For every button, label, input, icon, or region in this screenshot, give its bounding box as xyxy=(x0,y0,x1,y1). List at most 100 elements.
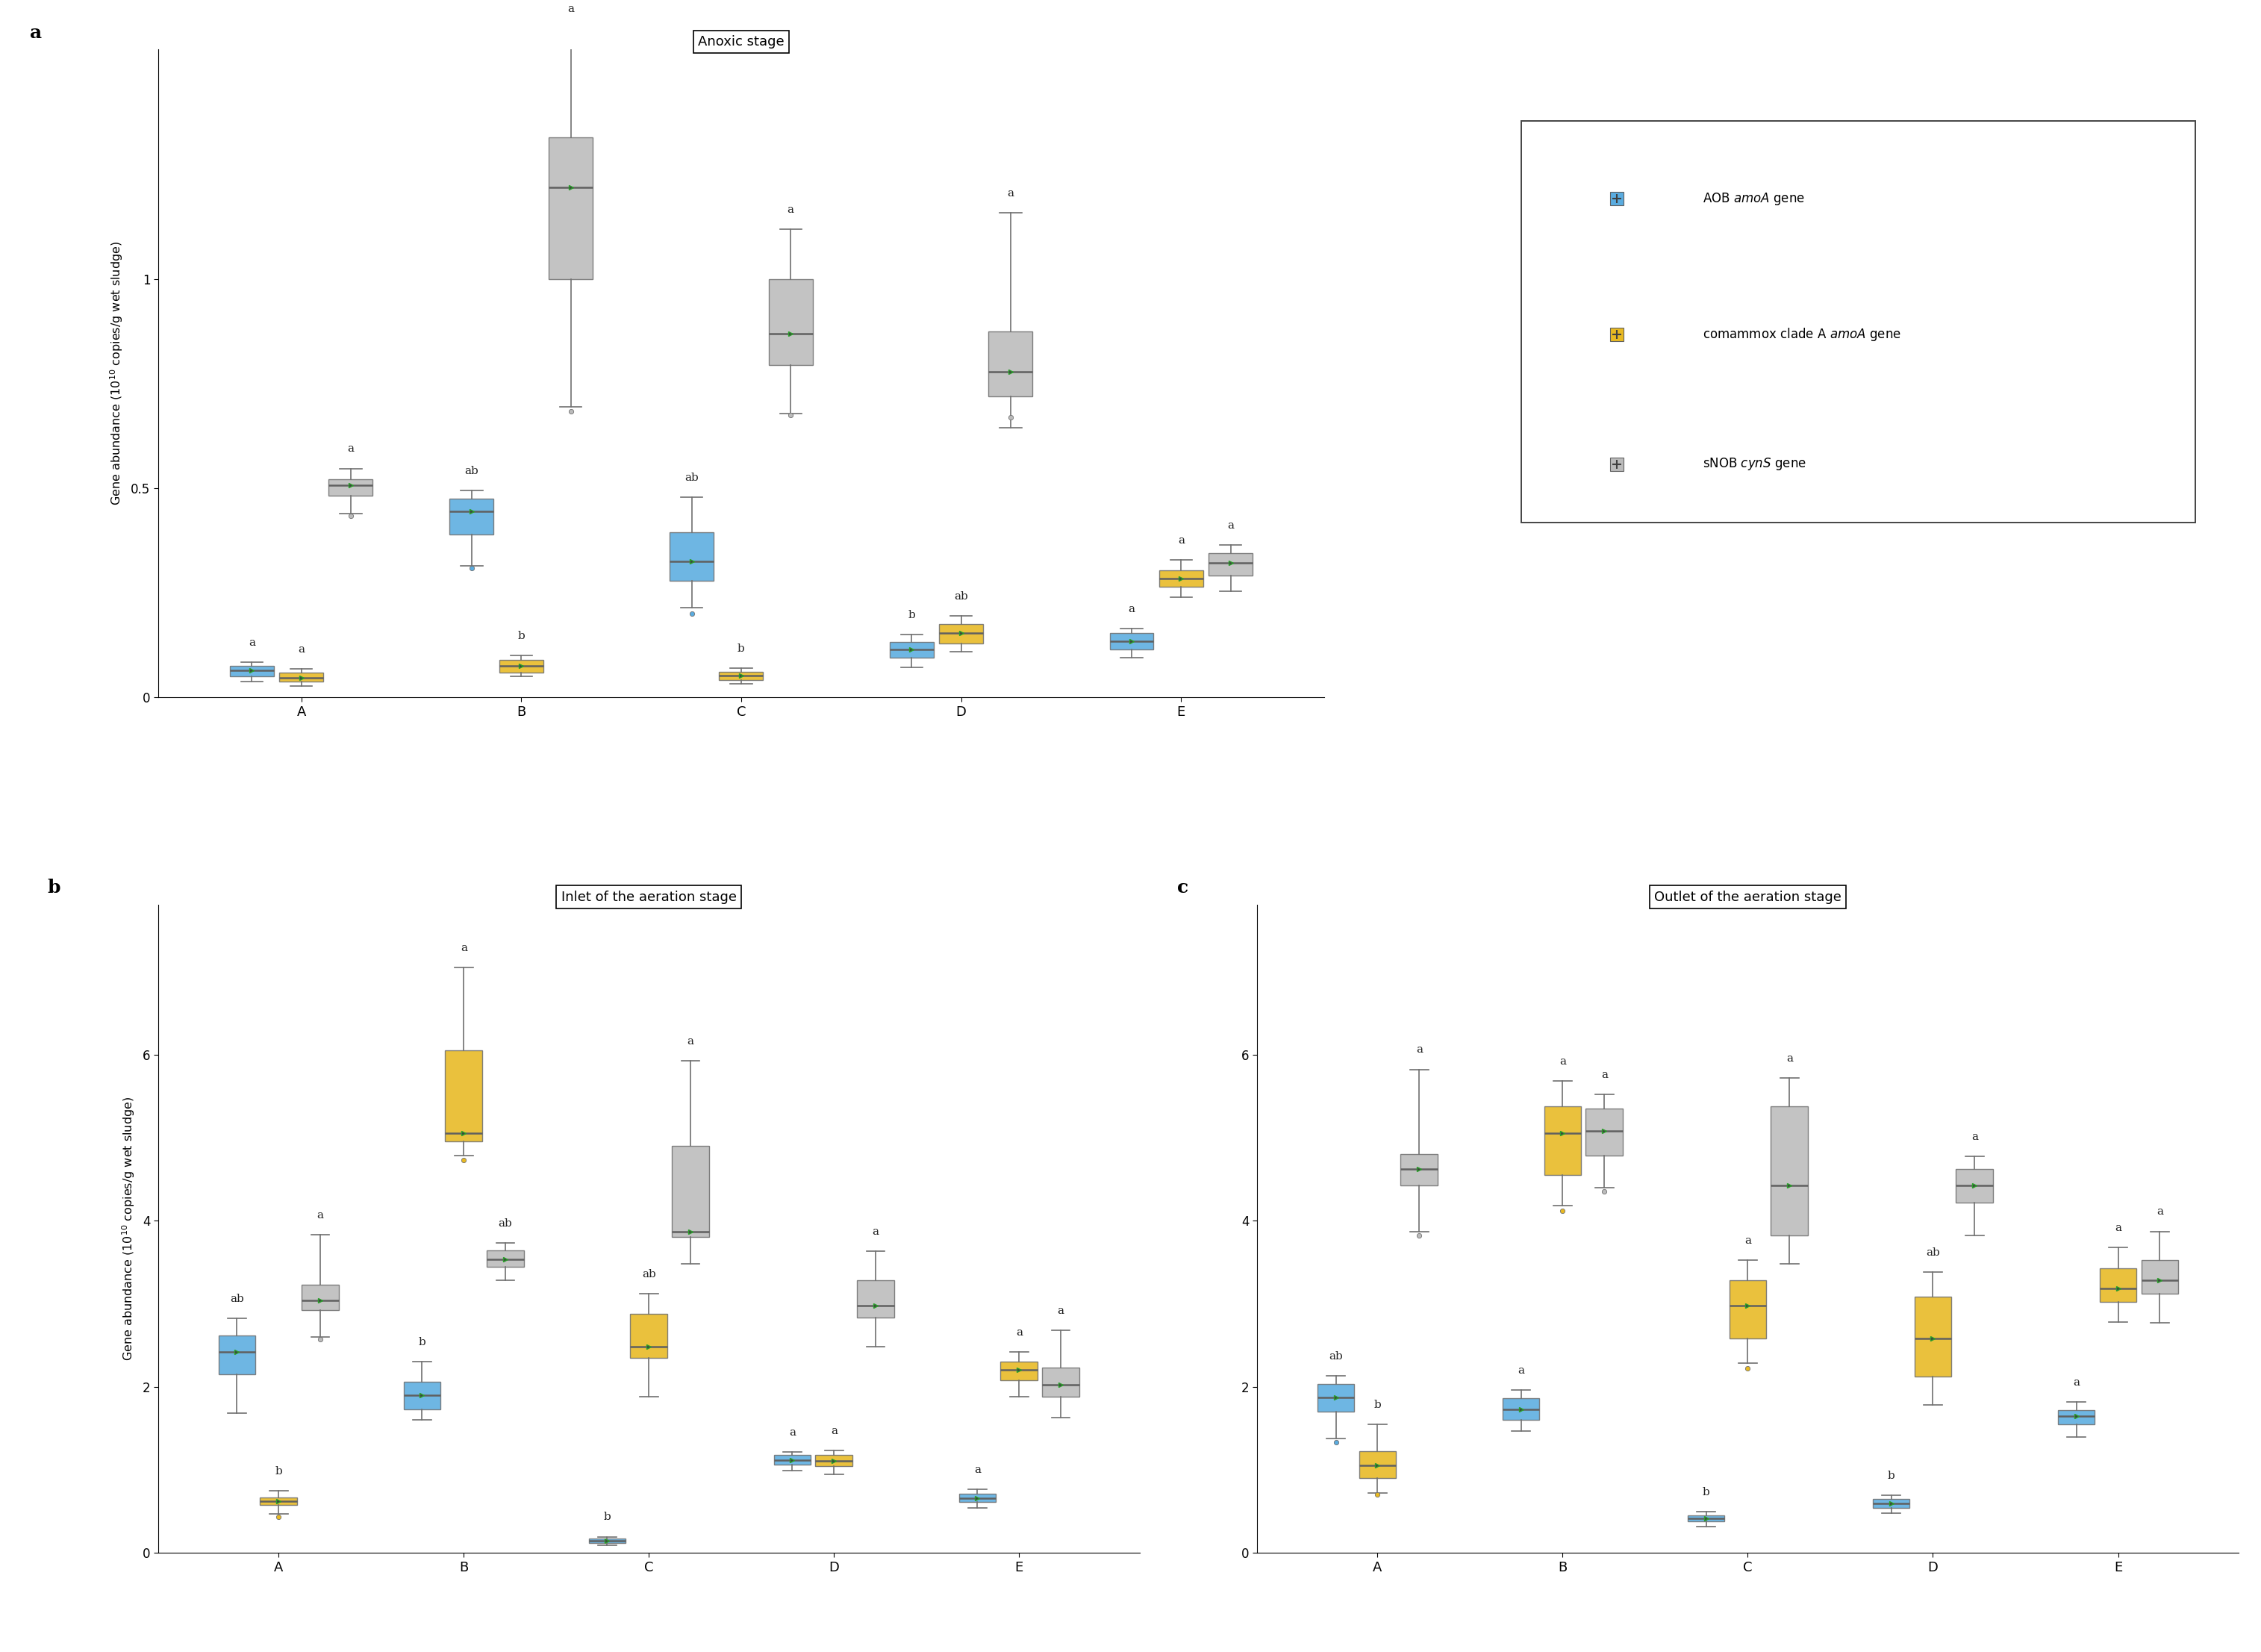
PathPatch shape xyxy=(816,1455,852,1467)
Text: a: a xyxy=(1015,1327,1022,1338)
PathPatch shape xyxy=(672,1146,710,1237)
Text: a: a xyxy=(2157,1206,2164,1218)
Text: ab: ab xyxy=(685,472,699,482)
Text: a: a xyxy=(1560,1056,1567,1067)
Text: b: b xyxy=(518,631,525,641)
Text: ab: ab xyxy=(497,1218,513,1229)
Text: a: a xyxy=(830,1426,837,1437)
Text: ab: ab xyxy=(1329,1351,1343,1361)
PathPatch shape xyxy=(1042,1368,1078,1396)
PathPatch shape xyxy=(1915,1297,1951,1376)
Text: a: a xyxy=(1972,1132,1978,1143)
Text: a: a xyxy=(1058,1305,1065,1317)
PathPatch shape xyxy=(2100,1269,2137,1302)
PathPatch shape xyxy=(1872,1500,1911,1508)
PathPatch shape xyxy=(1160,570,1203,586)
PathPatch shape xyxy=(549,137,592,279)
Text: a: a xyxy=(1745,1236,1752,1246)
Text: a: a xyxy=(1178,535,1185,545)
PathPatch shape xyxy=(769,279,812,365)
Text: b: b xyxy=(418,1336,425,1348)
PathPatch shape xyxy=(219,1335,255,1374)
Text: a: a xyxy=(461,943,468,953)
Text: b: b xyxy=(1375,1399,1381,1409)
Text: a: a xyxy=(1415,1044,1422,1056)
PathPatch shape xyxy=(328,479,373,496)
Text: a: a xyxy=(1128,605,1135,615)
Text: a: a xyxy=(348,444,355,454)
Text: AOB $amoA$ gene: AOB $amoA$ gene xyxy=(1703,190,1804,206)
PathPatch shape xyxy=(402,1381,441,1409)
PathPatch shape xyxy=(588,1538,626,1543)
Text: b: b xyxy=(1888,1470,1895,1480)
Text: a: a xyxy=(249,638,255,648)
PathPatch shape xyxy=(773,1455,812,1465)
PathPatch shape xyxy=(231,666,274,677)
PathPatch shape xyxy=(2058,1411,2096,1424)
Text: a: a xyxy=(298,644,305,654)
Text: ab: ab xyxy=(466,466,479,476)
Text: ab: ab xyxy=(642,1269,656,1279)
PathPatch shape xyxy=(669,532,714,580)
Y-axis label: Gene abundance (10$^{10}$ copies/g wet sludge): Gene abundance (10$^{10}$ copies/g wet s… xyxy=(120,1097,136,1361)
Text: a: a xyxy=(1228,520,1235,530)
Y-axis label: Gene abundance (10$^{10}$ copies/g wet sludge): Gene abundance (10$^{10}$ copies/g wet s… xyxy=(109,241,124,506)
PathPatch shape xyxy=(1359,1452,1395,1479)
Text: b: b xyxy=(276,1465,283,1477)
PathPatch shape xyxy=(857,1280,893,1318)
PathPatch shape xyxy=(486,1251,525,1267)
Text: a: a xyxy=(873,1227,880,1237)
PathPatch shape xyxy=(260,1497,296,1505)
Text: c: c xyxy=(1178,879,1189,897)
PathPatch shape xyxy=(1770,1105,1809,1236)
Text: a: a xyxy=(29,23,41,41)
PathPatch shape xyxy=(450,499,493,535)
Title: Anoxic stage: Anoxic stage xyxy=(699,35,785,48)
PathPatch shape xyxy=(1400,1155,1438,1186)
PathPatch shape xyxy=(1002,1361,1038,1379)
PathPatch shape xyxy=(301,1285,339,1310)
PathPatch shape xyxy=(1210,553,1253,575)
PathPatch shape xyxy=(1687,1515,1725,1521)
PathPatch shape xyxy=(719,672,764,681)
Text: a: a xyxy=(789,1427,796,1437)
PathPatch shape xyxy=(1730,1280,1766,1338)
PathPatch shape xyxy=(1956,1170,1994,1203)
Text: a: a xyxy=(317,1209,323,1221)
PathPatch shape xyxy=(1585,1108,1623,1156)
Text: a: a xyxy=(2073,1378,2080,1388)
Text: b: b xyxy=(737,644,744,654)
PathPatch shape xyxy=(959,1493,997,1502)
Text: ab: ab xyxy=(1926,1247,1940,1257)
PathPatch shape xyxy=(938,624,984,643)
Text: ab: ab xyxy=(231,1294,244,1305)
PathPatch shape xyxy=(280,672,323,682)
PathPatch shape xyxy=(1544,1105,1580,1175)
Text: b: b xyxy=(604,1512,610,1523)
PathPatch shape xyxy=(500,659,543,672)
PathPatch shape xyxy=(889,643,934,657)
Text: a: a xyxy=(1601,1069,1608,1080)
PathPatch shape xyxy=(631,1313,667,1358)
Text: a: a xyxy=(687,1036,694,1047)
FancyBboxPatch shape xyxy=(1522,121,2195,522)
Title: Inlet of the aeration stage: Inlet of the aeration stage xyxy=(561,890,737,904)
Text: ab: ab xyxy=(954,591,968,601)
Text: b: b xyxy=(47,879,61,897)
Text: comammox clade A $amoA$ gene: comammox clade A $amoA$ gene xyxy=(1703,327,1902,344)
Text: a: a xyxy=(568,3,574,15)
Text: a: a xyxy=(974,1465,981,1475)
PathPatch shape xyxy=(1504,1398,1540,1421)
PathPatch shape xyxy=(988,332,1033,396)
Text: a: a xyxy=(2114,1222,2121,1232)
Title: Outlet of the aeration stage: Outlet of the aeration stage xyxy=(1655,890,1840,904)
Text: a: a xyxy=(787,205,794,215)
PathPatch shape xyxy=(1110,633,1153,649)
Text: a: a xyxy=(1008,188,1013,198)
PathPatch shape xyxy=(2141,1260,2177,1294)
PathPatch shape xyxy=(1318,1384,1354,1412)
Text: sNOB $cynS$ gene: sNOB $cynS$ gene xyxy=(1703,456,1807,472)
Text: b: b xyxy=(1703,1487,1709,1498)
Text: a: a xyxy=(1786,1052,1793,1064)
Text: b: b xyxy=(909,610,916,621)
